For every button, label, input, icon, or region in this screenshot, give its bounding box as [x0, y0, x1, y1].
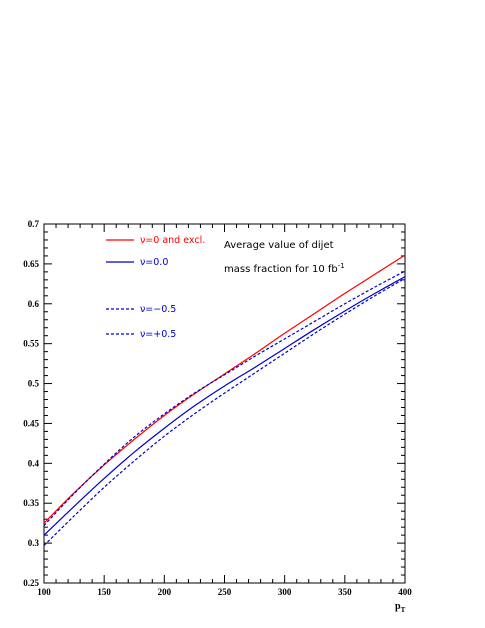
y-tick-label: 0.65	[23, 259, 39, 269]
x-axis-title-main: p	[395, 601, 401, 612]
y-tick-label: 0.7	[28, 219, 40, 229]
x-axis-title-sub: T	[401, 606, 406, 614]
x-tick-label: 300	[278, 587, 292, 597]
series-line-1	[43, 254, 406, 524]
y-tick-label: 0.55	[23, 339, 39, 349]
x-tick-label: 350	[338, 587, 352, 597]
y-tick-label: 0.35	[23, 498, 39, 508]
legend-label-2: ν=0.0	[140, 257, 168, 268]
axis-ticks: 0.25 0.3 0.35 0.4 0.45 0.5 0.55 0.6 0.65 0.7 100 15…	[23, 219, 412, 597]
series-line-2	[43, 276, 406, 536]
legend: ν=0 and excl. ν=0.0 ν=−0.5 ν=+0.5	[106, 235, 205, 340]
x-tick-label: 250	[218, 587, 232, 597]
annotation-line-2: mass fraction for 10 fb-1	[224, 262, 345, 275]
series-layer	[43, 254, 406, 546]
y-tick-label: 0.5	[28, 379, 40, 389]
x-axis-title: pT	[395, 601, 406, 614]
y-tick-label: 0.25	[23, 578, 39, 588]
x-tick-label: 150	[97, 587, 111, 597]
x-tick-label: 400	[398, 587, 412, 597]
annotation-line-2-main: mass fraction for 10 fb	[224, 264, 338, 275]
legend-label-1: ν=0 and excl.	[140, 235, 205, 246]
y-tick-label: 0.3	[28, 538, 40, 548]
x-tick-label: 200	[158, 587, 172, 597]
y-tick-label: 0.6	[28, 299, 40, 309]
x-tick-label: 100	[37, 587, 51, 597]
y-tick-label: 0.4	[28, 458, 40, 468]
legend-label-3: ν=−0.5	[140, 304, 176, 315]
legend-label-4: ν=+0.5	[140, 329, 176, 340]
annotation-line-2-sup: -1	[338, 262, 345, 270]
plot-frame	[43, 223, 406, 584]
y-tick-label: 0.45	[23, 418, 39, 428]
annotation-line-1: Average value of dijet	[224, 240, 334, 251]
series-line-4	[43, 277, 406, 546]
series-line-3	[43, 270, 406, 526]
